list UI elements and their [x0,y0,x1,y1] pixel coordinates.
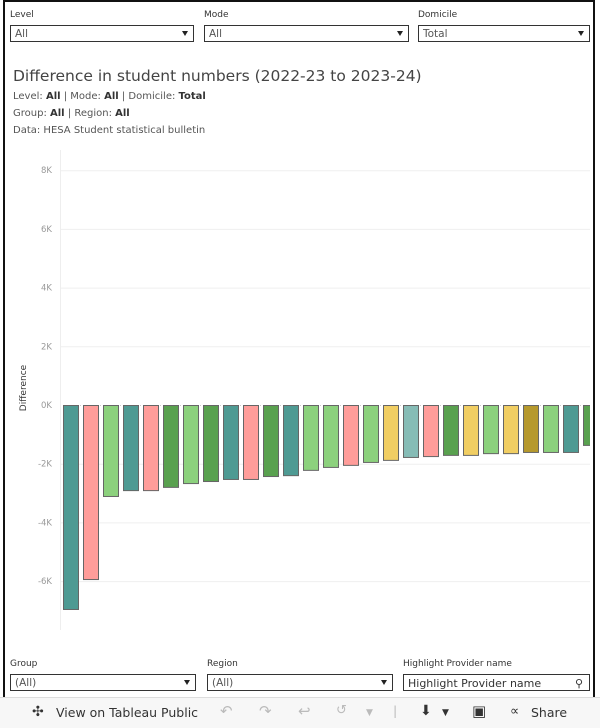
bar[interactable] [463,405,479,456]
y-axis-label: Difference [19,364,29,411]
bar[interactable] [143,405,159,492]
download-menu-chevron-icon[interactable]: ▼ [442,708,449,718]
bar[interactable] [523,405,539,453]
y-axis-ticks: 8K 6K 4K 2K 0K -2K -4K -6K [38,166,52,587]
refresh-icon[interactable]: ↺ [336,703,347,718]
fullscreen-icon[interactable]: ▣ [472,702,487,720]
share-icon[interactable]: ∝ [510,704,520,719]
region-filter-label: Region [207,659,238,669]
share-button[interactable]: Share [531,705,568,720]
domicile-caption-value: Total [178,91,206,102]
y-tick-label: -4K [38,518,52,528]
chevron-down-icon [182,31,188,36]
bar[interactable] [483,405,499,455]
bar[interactable] [123,405,139,492]
bar[interactable] [503,405,519,455]
level-caption-value: All [45,91,61,102]
group-dropdown-value: (All) [15,677,37,689]
bar[interactable] [243,405,259,480]
download-icon[interactable]: ⬇ [420,703,432,719]
bar[interactable] [303,405,319,471]
y-tick-label: 0K [41,401,52,411]
data-source-caption: Data: HESA Student statistical bulletin [13,125,206,136]
bar[interactable] [443,405,459,456]
region-caption-value: All [115,108,130,119]
dashboard-frame [3,0,595,697]
undo-icon[interactable]: ↶ [220,702,233,720]
chevron-down-icon [397,31,403,36]
mode-dropdown-value: All [209,28,223,40]
group-dropdown[interactable]: (All) [10,674,196,691]
bar[interactable] [223,405,239,480]
mode-filter-label: Mode [204,10,229,20]
mode-caption: | Mode: [60,91,105,102]
region-dropdown-value: (All) [212,677,234,689]
y-tick-label: 4K [41,284,52,294]
group-filter-label: Group [10,659,38,669]
bar[interactable] [323,405,339,468]
bar[interactable] [203,405,219,483]
bar[interactable] [343,405,359,466]
bar[interactable] [583,405,599,446]
bar[interactable] [263,405,279,478]
highlight-provider-placeholder: Highlight Provider name [408,677,542,690]
bar[interactable] [403,405,419,458]
revert-icon[interactable]: ↩ [298,702,311,720]
toolbar-divider: | [393,703,398,718]
highlight-provider-label: Highlight Provider name [403,659,512,669]
bars [63,405,599,610]
refresh-menu-chevron-icon[interactable]: ▼ [366,708,373,718]
domicile-filter-label: Domicile [418,10,458,20]
group-caption: Group: [13,108,50,119]
bar[interactable] [283,405,299,477]
tableau-toolbar: ✣ View on Tableau Public ↶ ↷ ↩ ↺ ▼ | ⬇ ▼… [0,697,600,728]
level-dropdown[interactable]: All [10,25,194,42]
bar[interactable] [423,405,439,458]
bar-chart: 8K 6K 4K 2K 0K -2K -4K -6K Difference [19,150,599,630]
chevron-down-icon [184,680,190,685]
mode-caption-value: All [104,91,119,102]
bar[interactable] [103,405,119,497]
y-tick-label: -6K [38,577,52,587]
y-tick-label: 8K [41,166,52,176]
bar[interactable] [83,405,99,581]
redo-icon[interactable]: ↷ [259,702,272,720]
bar[interactable] [543,405,559,453]
highlight-provider-input[interactable]: Highlight Provider name ⚲ [403,674,590,691]
y-tick-label: 6K [41,225,52,235]
chevron-down-icon [578,31,584,36]
domicile-caption: | Domicile: [118,91,179,102]
level-caption: Level: [13,91,46,102]
tableau-logo-icon: ✣ [32,704,44,720]
region-dropdown[interactable]: (All) [207,674,393,691]
region-caption: | Region: [64,108,116,119]
level-dropdown-value: All [15,28,29,40]
bar[interactable] [183,405,199,485]
chart-title: Difference in student numbers (2022-23 t… [13,67,422,85]
y-tick-label: 2K [41,342,52,352]
level-filter-label: Level [10,10,34,20]
bar[interactable] [163,405,179,488]
bar[interactable] [563,405,579,453]
bar[interactable] [383,405,399,461]
bar[interactable] [363,405,379,463]
subtitle-level-mode-domicile: Level: All | Mode: All | Domicile: Total [13,91,206,102]
search-icon: ⚲ [574,677,583,690]
group-caption-value: All [50,108,65,119]
view-on-tableau-public-link[interactable]: View on Tableau Public [56,705,199,720]
subtitle-group-region: Group: All | Region: All [13,108,130,119]
y-tick-label: -2K [38,460,52,470]
mode-dropdown[interactable]: All [204,25,409,42]
domicile-dropdown-value: Total [423,28,448,40]
gridlines [60,170,590,583]
chevron-down-icon [381,680,387,685]
domicile-dropdown[interactable]: Total [418,25,590,42]
bar[interactable] [63,405,79,610]
